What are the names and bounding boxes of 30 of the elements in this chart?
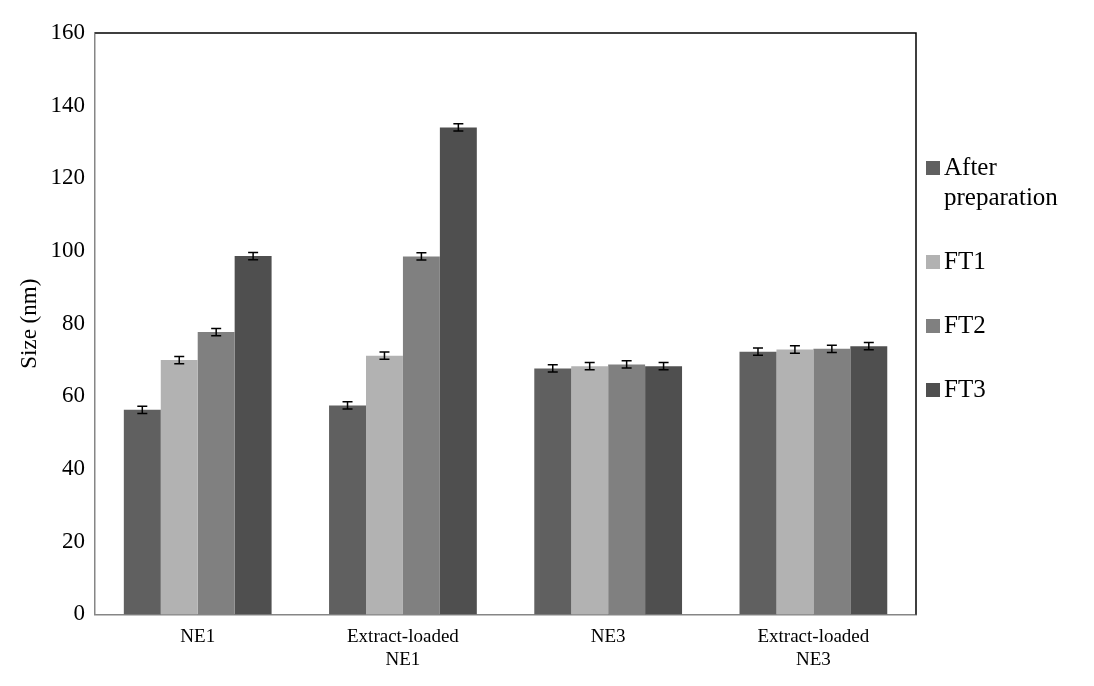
y-tick-label: 160 xyxy=(50,19,86,45)
legend-label: FT3 xyxy=(944,374,986,404)
y-tick-label: 0 xyxy=(73,600,86,626)
legend-label: After preparation xyxy=(944,152,1059,212)
legend-label: FT1 xyxy=(944,246,986,276)
bar xyxy=(366,355,403,615)
bar xyxy=(850,346,888,615)
x-tick-label: Extract-loaded NE3 xyxy=(757,624,870,669)
x-tick-label: NE3 xyxy=(590,624,626,646)
y-tick-label: 40 xyxy=(62,455,86,481)
bar xyxy=(776,349,814,615)
bar xyxy=(645,366,683,615)
bar xyxy=(329,405,366,615)
y-tick-label: 140 xyxy=(50,91,86,117)
x-tick-label: Extract-loaded NE1 xyxy=(347,624,460,669)
bar xyxy=(160,360,198,615)
y-tick-label: 80 xyxy=(62,309,86,335)
x-tick-label: NE1 xyxy=(180,624,216,646)
y-axis-title: Size (nm) xyxy=(15,278,41,369)
y-tick-label: 120 xyxy=(50,164,86,190)
bar xyxy=(571,366,609,615)
bar xyxy=(534,368,572,615)
bar xyxy=(439,127,477,615)
y-tick-label: 60 xyxy=(62,382,86,408)
legend-label: FT2 xyxy=(944,310,986,340)
bar xyxy=(123,409,161,615)
bar xyxy=(739,351,777,615)
y-tick-label: 20 xyxy=(62,527,86,553)
bar xyxy=(234,256,272,615)
y-tick-label: 100 xyxy=(50,237,86,263)
